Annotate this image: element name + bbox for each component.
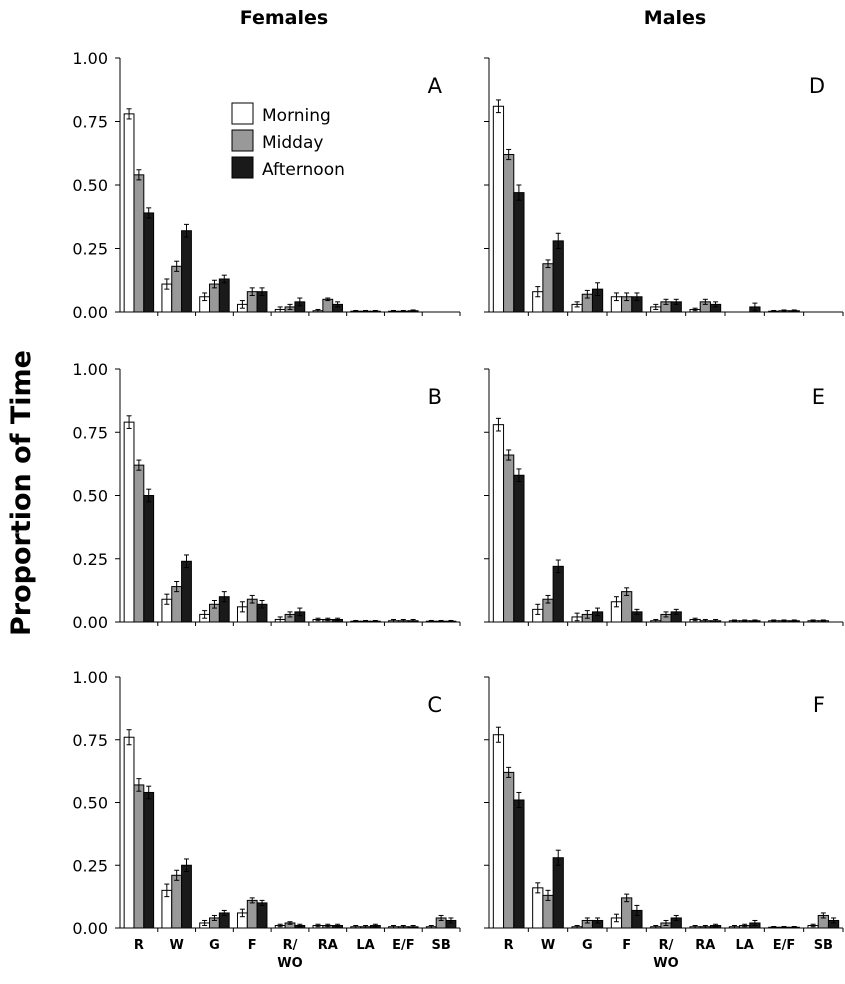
- bar-midday-w: [171, 265, 183, 313]
- bar-afternoon-r: [143, 495, 155, 623]
- x-tick-label: R: [504, 938, 514, 953]
- panel-label: A: [428, 74, 443, 98]
- y-tick-label: 1.00: [72, 360, 108, 379]
- y-tick-label: 0.00: [72, 303, 108, 322]
- y-tick-label: 0.00: [72, 613, 108, 632]
- panel-c: 0.00 0.25 0.50 0.75 1.00 R W G F R/WO RA LA E/F SB C: [72, 668, 461, 971]
- x-tick-label: SB: [431, 938, 450, 953]
- x-tick-label: RA: [318, 938, 338, 953]
- y-tick-label: 0.75: [72, 113, 108, 132]
- panel-label: B: [428, 385, 442, 409]
- bar-afternoon-w: [552, 565, 564, 623]
- bar-midday-r: [503, 771, 515, 929]
- bar-morning-w: [532, 887, 544, 929]
- column-title-males: Males: [644, 7, 706, 29]
- x-tick-label: G: [582, 938, 593, 953]
- bar-afternoon-g: [218, 278, 230, 313]
- legend-swatch-morning: [231, 102, 254, 125]
- x-tick-label: F: [248, 938, 257, 953]
- bar-afternoon-r: [513, 474, 525, 623]
- bar-morning-r: [492, 105, 505, 313]
- x-tick-label: RA: [695, 938, 715, 953]
- y-tick-label: 0.50: [72, 176, 108, 195]
- bar-afternoon-w: [552, 240, 564, 313]
- bar-afternoon-r: [143, 791, 155, 929]
- bar-midday-f: [246, 899, 258, 929]
- x-tick-label: R/: [659, 938, 674, 953]
- bar-midday-r: [133, 464, 145, 623]
- panel-label: F: [813, 693, 825, 717]
- x-tick-sublabel: WO: [277, 956, 302, 971]
- y-tick-label: 0.75: [72, 731, 108, 750]
- bar-midday-r: [133, 174, 145, 313]
- bar-midday-w: [171, 874, 183, 929]
- x-tick-label: W: [169, 938, 183, 953]
- y-axis-label: Proportion of Time: [6, 350, 37, 636]
- x-tick-label: G: [209, 938, 220, 953]
- bar-afternoon-w: [552, 857, 564, 929]
- bar-afternoon-w: [181, 864, 192, 929]
- panel-label: E: [812, 385, 825, 409]
- bar-midday-w: [542, 263, 554, 313]
- bar-morning-r: [492, 424, 505, 623]
- panel-e: E: [484, 368, 844, 626]
- x-tick-label: W: [541, 938, 555, 953]
- panel-d: D: [484, 57, 844, 316]
- bar-midday-r: [503, 154, 515, 313]
- panel-f: R W G F R/WO RA LA E/F SB F: [484, 676, 844, 971]
- y-tick-label: 0.50: [72, 487, 108, 506]
- bar-midday-f: [621, 591, 633, 623]
- x-tick-label: F: [622, 938, 631, 953]
- column-title-females: Females: [240, 7, 328, 29]
- legend-label-midday: Midday: [262, 133, 323, 153]
- panels-group: 0.00 0.25 0.50 0.75 1.00 A Morning Midday Aftern…: [72, 49, 844, 971]
- bar-afternoon-w: [181, 560, 192, 623]
- legend: Morning Midday Afternoon: [231, 102, 345, 180]
- x-tick-sublabel: WO: [653, 956, 678, 971]
- bar-morning-r: [492, 734, 505, 929]
- x-tick-label: R/: [283, 938, 298, 953]
- x-tick-label: SB: [814, 938, 833, 953]
- panel-b: 0.00 0.25 0.50 0.75 1.00 B: [72, 360, 461, 632]
- bar-midday-f: [621, 897, 633, 929]
- y-tick-label: 0.00: [72, 919, 108, 938]
- y-tick-label: 0.25: [72, 550, 108, 569]
- bar-morning-r: [123, 113, 135, 313]
- legend-label-afternoon: Afternoon: [262, 160, 345, 180]
- x-tick-label: E/F: [392, 938, 415, 953]
- y-tick-label: 1.00: [72, 668, 108, 687]
- bar-afternoon-f: [256, 902, 268, 929]
- legend-swatch-afternoon: [231, 156, 254, 179]
- bar-midday-r: [133, 784, 145, 929]
- y-tick-label: 0.25: [72, 240, 108, 259]
- panel-label: D: [809, 74, 825, 98]
- y-tick-label: 0.50: [72, 794, 108, 813]
- x-tick-label: LA: [356, 938, 374, 953]
- x-tick-label: R: [134, 938, 144, 953]
- y-tick-label: 0.75: [72, 423, 108, 442]
- x-tick-label: E/F: [773, 938, 796, 953]
- bar-midday-r: [503, 454, 515, 623]
- panel-label: C: [427, 693, 442, 717]
- bar-midday-ra: [322, 298, 334, 313]
- bar-afternoon-w: [181, 230, 192, 313]
- bar-afternoon-r: [513, 799, 525, 929]
- legend-label-morning: Morning: [262, 106, 331, 126]
- bar-morning-r: [123, 736, 135, 929]
- y-tick-label: 1.00: [72, 49, 108, 68]
- bar-afternoon-r: [513, 192, 525, 313]
- y-tick-label: 0.25: [72, 856, 108, 875]
- legend-swatch-midday: [231, 129, 254, 152]
- x-tick-label: LA: [735, 938, 753, 953]
- panel-a: 0.00 0.25 0.50 0.75 1.00 A Morning Midday Aftern…: [72, 49, 461, 322]
- bar-morning-r: [123, 421, 135, 623]
- bar-afternoon-r: [143, 212, 155, 313]
